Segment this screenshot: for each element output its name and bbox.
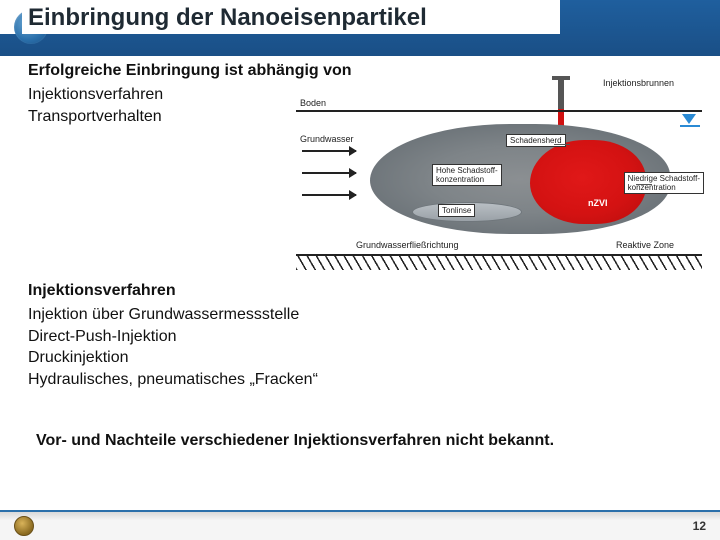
label-grundwasser: Grundwasser bbox=[300, 134, 354, 144]
section-2-item-0: Injektion über Grundwassermessstelle bbox=[28, 304, 318, 326]
label-hohe: Hohe Schadstoff- konzentration bbox=[432, 164, 502, 186]
label-schadensherd: Schadensherd bbox=[506, 134, 566, 147]
label-tonlinse: Tonlinse bbox=[438, 204, 475, 217]
flow-arrow bbox=[302, 172, 356, 174]
section-1-heading: Erfolgreiche Einbringung ist abhängig vo… bbox=[28, 62, 700, 80]
section-2-item-2: Druckinjektion bbox=[28, 347, 318, 369]
flow-arrow bbox=[302, 194, 356, 196]
label-nzvi: nZVI bbox=[588, 198, 608, 208]
flow-arrow bbox=[302, 150, 356, 152]
emphasis-line: Vor- und Nachteile verschiedener Injekti… bbox=[36, 432, 554, 450]
label-fliess: Grundwasserfließrichtung bbox=[356, 240, 459, 250]
section-2-item-1: Direct-Push-Injektion bbox=[28, 326, 318, 348]
footer-logo-icon bbox=[14, 516, 34, 536]
footer-bar: 12 bbox=[0, 510, 720, 540]
page-title: Einbringung der Nanoeisenpartikel bbox=[22, 4, 433, 34]
section-2-item-3: Hydraulisches, pneumatisches „Fracken“ bbox=[28, 369, 318, 391]
leader-line bbox=[554, 144, 570, 145]
water-table-line bbox=[680, 125, 700, 127]
leader-line bbox=[636, 184, 652, 185]
label-reaktiv: Reaktive Zone bbox=[616, 240, 674, 250]
injection-diagram: Injektionsbrunnen Boden Grundwasser Scha… bbox=[296, 80, 702, 276]
label-well: Injektionsbrunnen bbox=[603, 78, 674, 88]
section-2-heading: Injektionsverfahren bbox=[28, 282, 318, 300]
page-number: 12 bbox=[693, 519, 706, 533]
label-boden: Boden bbox=[300, 98, 326, 108]
title-bar: Einbringung der Nanoeisenpartikel bbox=[0, 0, 720, 56]
label-niedrige: Niedrige Schadstoff- konzentration bbox=[624, 172, 704, 194]
impermeable-layer bbox=[296, 254, 702, 270]
water-table-icon bbox=[682, 114, 696, 124]
boden-line bbox=[296, 110, 702, 112]
section-2: Injektionsverfahren Injektion über Grund… bbox=[28, 282, 318, 390]
